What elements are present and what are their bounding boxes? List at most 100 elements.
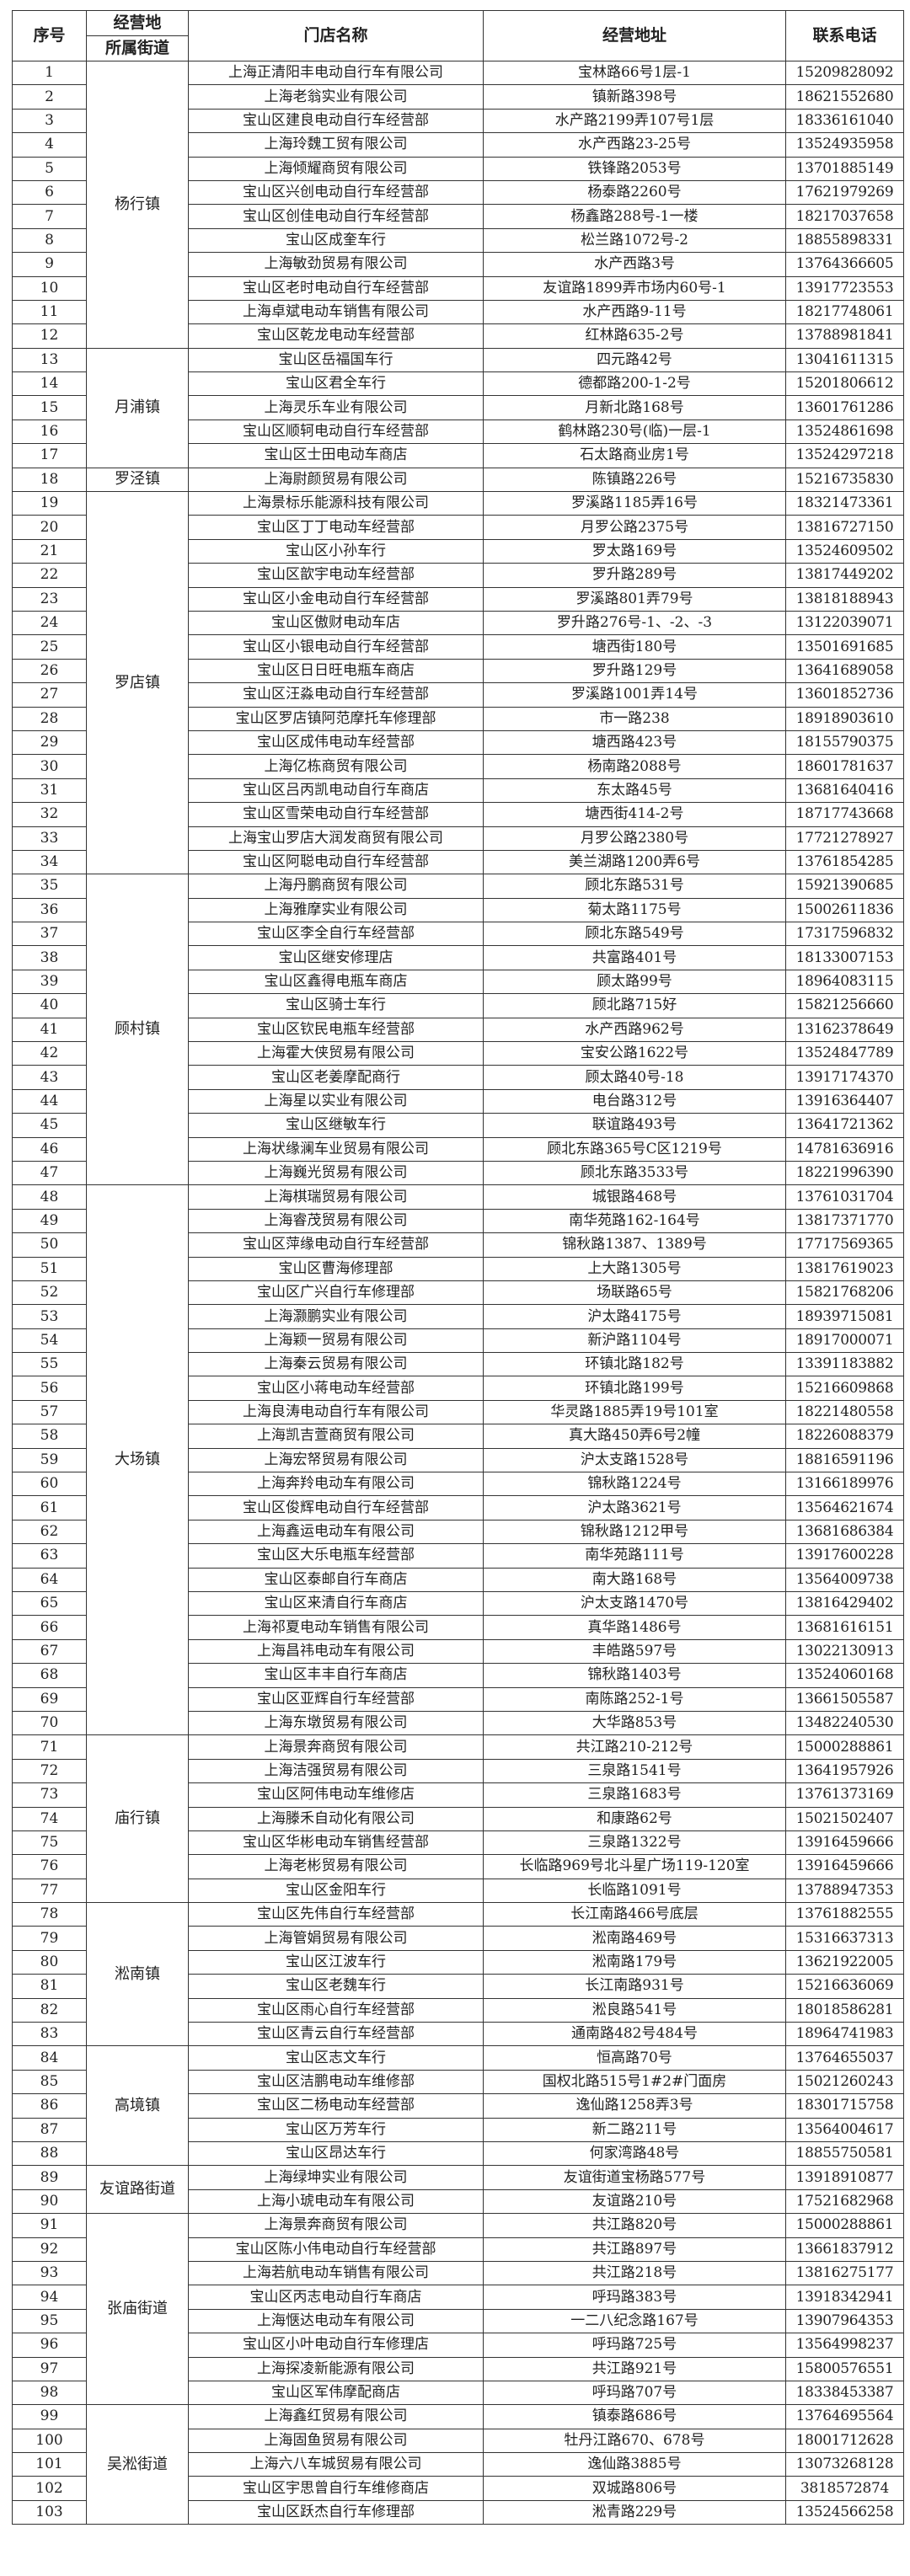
row-number: 22: [12, 563, 87, 588]
store-name: 宝山区成奎车行: [188, 227, 484, 254]
table-row: 57 上海良涛电动自行车有限公司 华灵路1885弄19号101室 1822148055…: [12, 1399, 904, 1425]
store-phone: 17521682968: [785, 2189, 904, 2215]
store-phone: 13918342941: [785, 2285, 904, 2310]
table-row: 89 友谊路街道 上海绿坤实业有限公司 友谊街道宝杨路577号 13918910877: [12, 2165, 904, 2215]
store-phone: 13681640416: [785, 778, 904, 804]
store-name: 上海灵乐车业有限公司: [188, 395, 484, 420]
store-name: 上海若航电动车销售有限公司: [188, 2260, 484, 2286]
store-name: 宝山区继安修理店: [188, 945, 484, 970]
store-address: 淞南路179号: [483, 1949, 786, 1975]
store-phone: 18301715758: [785, 2093, 904, 2119]
store-address: 罗溪路801弄79号: [483, 586, 786, 612]
store-phone: 13761031704: [785, 1184, 904, 1210]
row-number: 19: [12, 491, 87, 516]
table-row: 32 宝山区雪荣电动自行车经营部 塘西街414-2号 18717743668: [12, 802, 904, 827]
store-name: 宝山区歆宇电动车经营部: [188, 563, 484, 588]
store-name: 宝山区建良电动自行车经营部: [188, 108, 484, 134]
store-name: 宝山区先伟自行车经营部: [188, 1902, 484, 1927]
table-row: 92 宝山区陈小伟电动自行车经营部 共江路897号 13661837912: [12, 2237, 904, 2262]
store-name: 宝山区萍缘电动自行车经营部: [188, 1232, 484, 1258]
store-phone: 13641689058: [785, 658, 904, 684]
store-phone: 18918903610: [785, 706, 904, 731]
store-address: 共江路210-212号: [483, 1734, 786, 1760]
store-phone: 15000288861: [785, 1734, 904, 1760]
store-phone: 13917600228: [785, 1543, 904, 1569]
store-phone: 18855750581: [785, 2140, 904, 2167]
store-address: 牡丹江路670、678号: [483, 2428, 786, 2454]
store-name: 上海宝山罗店大润发商贸有限公司: [188, 826, 484, 851]
store-address: 呼玛路707号: [483, 2380, 786, 2406]
store-address: 锦秋路1224号: [483, 1472, 786, 1497]
table-header: 序号 经营地 门店名称 经营地址 联系电话 所属街道: [12, 10, 904, 61]
row-number: 67: [12, 1638, 87, 1665]
store-phone: 13816727150: [785, 515, 904, 540]
store-name: 上海棋瑞贸易有限公司: [188, 1184, 484, 1210]
store-address: 共江路921号: [483, 2356, 786, 2381]
street-cell: 庙行镇: [86, 1734, 189, 1904]
table-row: 86 宝山区二杨电动车经营部 逸仙路1258弄3号 18301715758: [12, 2093, 904, 2119]
store-name: 宝山区丙志电动自行车商店: [188, 2285, 484, 2310]
store-name: 上海尉颜贸易有限公司: [188, 467, 484, 493]
street-cell: 罗泾镇: [86, 467, 189, 493]
store-name: 上海鑫红贸易有限公司: [188, 2404, 484, 2429]
store-address: 陈镇路226号: [483, 467, 786, 493]
row-number: 33: [12, 826, 87, 851]
store-name: 上海鑫运电动车有限公司: [188, 1519, 484, 1545]
store-phone: 13482240530: [785, 1710, 904, 1736]
store-address: 沪太路3621号: [483, 1495, 786, 1520]
store-name: 上海管娟贸易有限公司: [188, 1926, 484, 1951]
store-phone: 13524566258: [785, 2499, 904, 2525]
store-address: 锦秋路1387、1389号: [483, 1232, 786, 1258]
store-name: 宝山区鑫得电瓶车商店: [188, 969, 484, 995]
store-address: 水产路2199弄107号1层: [483, 108, 786, 134]
row-number: 76: [12, 1854, 87, 1879]
row-number: 58: [12, 1424, 87, 1449]
table-row: 85 宝山区洁鹏电动车维修部 国权北路515号1#2#门面房 15021260243: [12, 2069, 904, 2095]
store-address: 真华路1486号: [483, 1615, 786, 1640]
store-name: 上海睿茂贸易有限公司: [188, 1208, 484, 1234]
street-cell: 罗店镇: [86, 491, 189, 875]
table-row: 14 宝山区君全车行 德都路200-1-2号 15201806612: [12, 371, 904, 397]
store-address: 三泉路1322号: [483, 1830, 786, 1856]
store-name: 上海洁强贸易有限公司: [188, 1758, 484, 1784]
store-phone: 13166189976: [785, 1472, 904, 1497]
store-phone: 15800576551: [785, 2356, 904, 2381]
store-address: 菊太路1175号: [483, 897, 786, 923]
row-number: 21: [12, 538, 87, 564]
store-address: 四元路42号: [483, 347, 786, 373]
store-name: 上海倾耀商贸有限公司: [188, 156, 484, 181]
store-address: 共富路401号: [483, 945, 786, 970]
row-number: 61: [12, 1495, 87, 1520]
table-row: 33 上海宝山罗店大润发商贸有限公司 月罗公路2380号 17721278927: [12, 826, 904, 851]
store-name: 上海良涛电动自行车有限公司: [188, 1399, 484, 1425]
store-phone: 18601781637: [785, 754, 904, 779]
row-number: 103: [12, 2499, 87, 2525]
store-name: 宝山区丁丁电动车经营部: [188, 515, 484, 540]
store-address: 上大路1305号: [483, 1256, 786, 1281]
store-address: 通南路482号484号: [483, 2022, 786, 2047]
table-row: 94 宝山区丙志电动自行车商店 呼玛路383号 13918342941: [12, 2285, 904, 2310]
store-phone: 13816275177: [785, 2260, 904, 2286]
store-name: 宝山区乾龙电动车经营部: [188, 323, 484, 349]
table-row: 38 宝山区继安修理店 共富路401号 18133007153: [12, 945, 904, 970]
store-name: 宝山区洁鹏电动车维修部: [188, 2069, 484, 2095]
row-number: 34: [12, 849, 87, 875]
store-phone: 18964741983: [785, 2022, 904, 2047]
table-row: 25 宝山区小银电动自行车经营部 塘西街180号 13501691685: [12, 634, 904, 660]
row-number: 74: [12, 1806, 87, 1831]
store-name: 宝山区宇思曾自行车维修商店: [188, 2476, 484, 2501]
table-row: 46 上海状缘澜车业贸易有限公司 顾北东路365号C区1219号 1478163691…: [12, 1136, 904, 1162]
store-phone: 13564998237: [785, 2333, 904, 2358]
store-phone: 13041611315: [785, 347, 904, 373]
row-number: 52: [12, 1280, 87, 1306]
store-name: 上海状缘澜车业贸易有限公司: [188, 1136, 484, 1162]
table-row: 77 宝山区金阳车行 长临路1091号 13788947353: [12, 1878, 904, 1904]
row-number: 40: [12, 993, 87, 1018]
store-address: 真大路450弄6号2幢: [483, 1424, 786, 1449]
store-phone: 13641957926: [785, 1758, 904, 1784]
store-address: 长江南路466号底层: [483, 1902, 786, 1927]
store-phone: 13764366605: [785, 252, 904, 277]
store-phone: 13564009738: [785, 1567, 904, 1593]
row-number: 55: [12, 1352, 87, 1377]
store-phone: 17721278927: [785, 826, 904, 851]
